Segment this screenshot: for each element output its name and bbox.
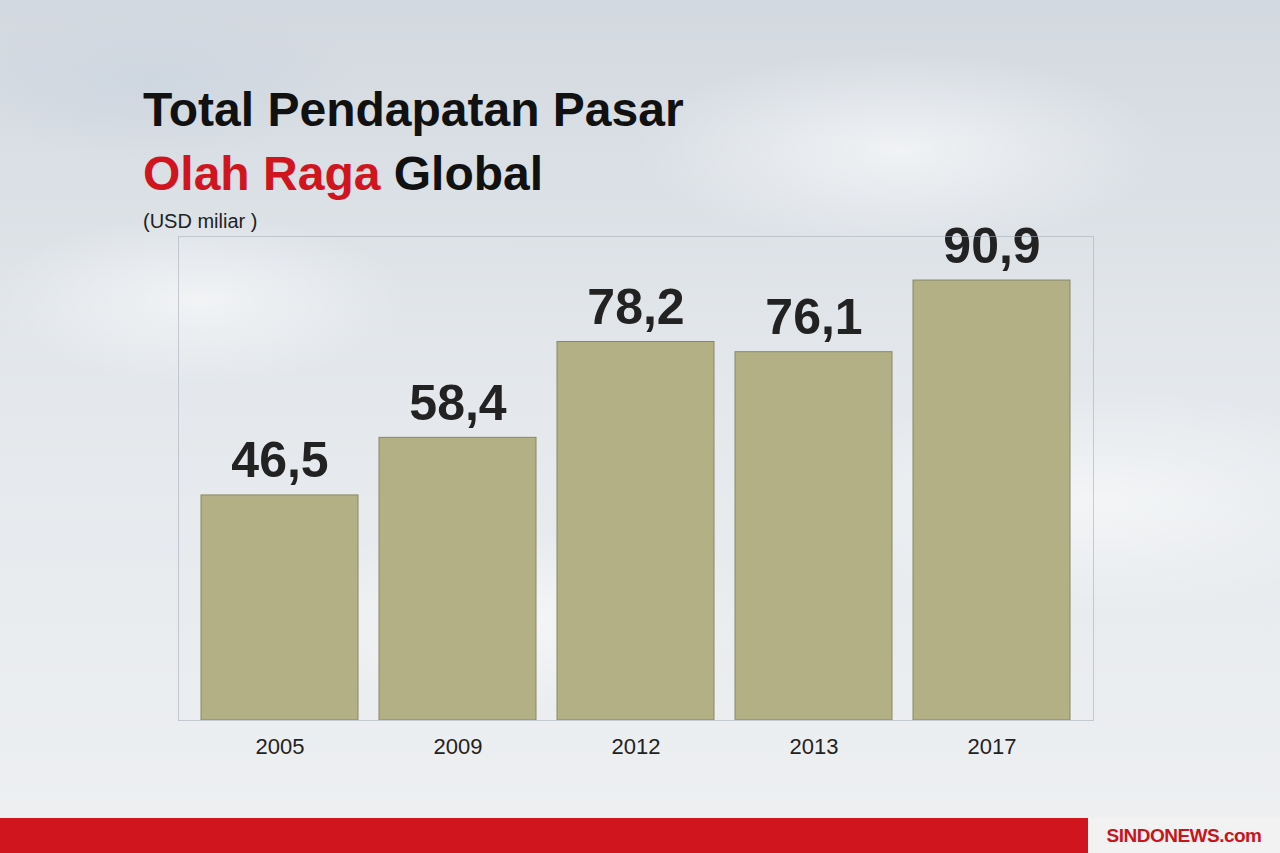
svg-text:2005: 2005 xyxy=(256,734,305,759)
html-text:Total Pendapatan Pasar: Total Pendapatan Pasar xyxy=(143,83,684,136)
svg-text:76,1: 76,1 xyxy=(765,289,862,345)
html-text:Olah Raga Global: Olah Raga Global xyxy=(143,147,544,200)
svg-text:46,5: 46,5 xyxy=(231,432,328,488)
svg-text:2017: 2017 xyxy=(968,734,1017,759)
svg-text:90,9: 90,9 xyxy=(943,218,1040,274)
html-text:(USD miliar ): (USD miliar ) xyxy=(143,210,258,232)
svg-text:2012: 2012 xyxy=(612,734,661,759)
svg-text:78,2: 78,2 xyxy=(587,279,684,335)
svg-text:2013: 2013 xyxy=(790,734,839,759)
svg-text:2009: 2009 xyxy=(434,734,483,759)
svg-text:58,4: 58,4 xyxy=(409,375,507,431)
html-text:SINDONEWS.com: SINDONEWS.com xyxy=(1106,825,1262,846)
